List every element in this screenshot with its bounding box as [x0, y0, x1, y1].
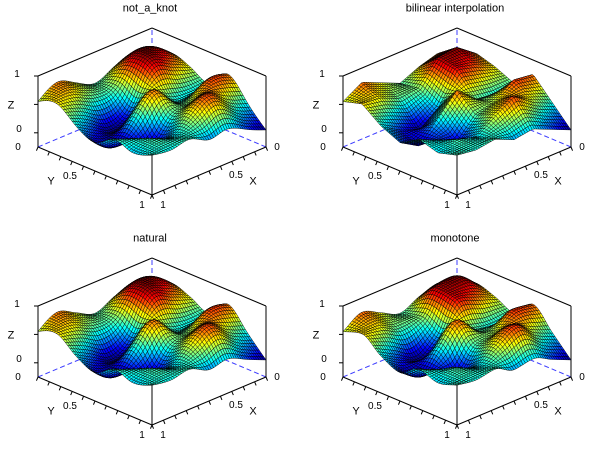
y-axis-tick-05: 0.5: [368, 401, 382, 412]
x-axis-tick-05: 0.5: [534, 400, 548, 411]
panel-title: bilinear interpolation: [405, 2, 505, 15]
x-axis-label: X: [554, 405, 562, 418]
x-axis-tick-0: 0: [274, 372, 280, 383]
x-axis-tick-1: 1: [160, 200, 166, 211]
z-axis-tick-1: 1: [14, 299, 20, 310]
z-axis-tick-0: 0: [321, 354, 327, 365]
z-axis-label: Z: [312, 329, 320, 342]
panel-title: not_a_knot: [122, 2, 178, 15]
panel-title: natural: [133, 232, 167, 245]
y-axis-label: Y: [352, 405, 360, 418]
surface-plot-canvas: [305, 0, 610, 230]
surface-panel-bilinear: bilinear interpolation 1 0 Z 0 0.5 Y 1 1…: [305, 0, 610, 230]
x-axis-label: X: [249, 175, 257, 188]
surface-plot-canvas: [305, 230, 610, 460]
surface-plot-canvas: [0, 230, 305, 460]
x-axis-tick-1: 1: [465, 430, 471, 441]
z-axis-label: Z: [312, 99, 320, 112]
z-axis-tick-0: 0: [321, 124, 327, 135]
x-axis-tick-05: 0.5: [229, 170, 243, 181]
y-axis-label: Y: [352, 175, 360, 188]
surface-panel-monotone: monotone 1 0 Z 0 0.5 Y 1 1 0.5 X 0: [305, 230, 610, 460]
x-axis-label: X: [554, 175, 562, 188]
surface-plot-canvas: [0, 0, 305, 230]
x-axis-label: X: [249, 405, 257, 418]
z-axis-tick-1: 1: [14, 69, 20, 80]
y-axis-tick-0: 0: [320, 372, 326, 383]
y-axis-label: Y: [47, 175, 55, 188]
y-axis-label: Y: [47, 405, 55, 418]
z-axis-label: Z: [7, 99, 15, 112]
z-axis-tick-0: 0: [16, 354, 22, 365]
x-axis-tick-0: 0: [579, 372, 585, 383]
z-axis-tick-0: 0: [16, 124, 22, 135]
x-axis-tick-0: 0: [579, 142, 585, 153]
panel-title: monotone: [430, 232, 480, 245]
z-axis-label: Z: [7, 329, 15, 342]
x-axis-tick-1: 1: [465, 200, 471, 211]
y-axis-tick-0: 0: [15, 142, 21, 153]
y-axis-tick-05: 0.5: [63, 171, 77, 182]
y-axis-tick-05: 0.5: [368, 171, 382, 182]
x-axis-tick-1: 1: [160, 430, 166, 441]
z-axis-tick-1: 1: [319, 69, 325, 80]
x-axis-tick-0: 0: [274, 142, 280, 153]
surface-panel-natural: natural 1 0 Z 0 0.5 Y 1 1 0.5 X 0: [0, 230, 305, 460]
y-axis-tick-1: 1: [444, 200, 450, 211]
y-axis-tick-0: 0: [15, 372, 21, 383]
y-axis-tick-1: 1: [139, 430, 145, 441]
y-axis-tick-1: 1: [444, 430, 450, 441]
x-axis-tick-05: 0.5: [534, 170, 548, 181]
x-axis-tick-05: 0.5: [229, 400, 243, 411]
y-axis-tick-05: 0.5: [63, 401, 77, 412]
surface-panel-not-a-knot: not_a_knot 1 0 Z 0 0.5 Y 1 1 0.5 X 0: [0, 0, 305, 230]
y-axis-tick-0: 0: [320, 142, 326, 153]
y-axis-tick-1: 1: [139, 200, 145, 211]
z-axis-tick-1: 1: [319, 299, 325, 310]
